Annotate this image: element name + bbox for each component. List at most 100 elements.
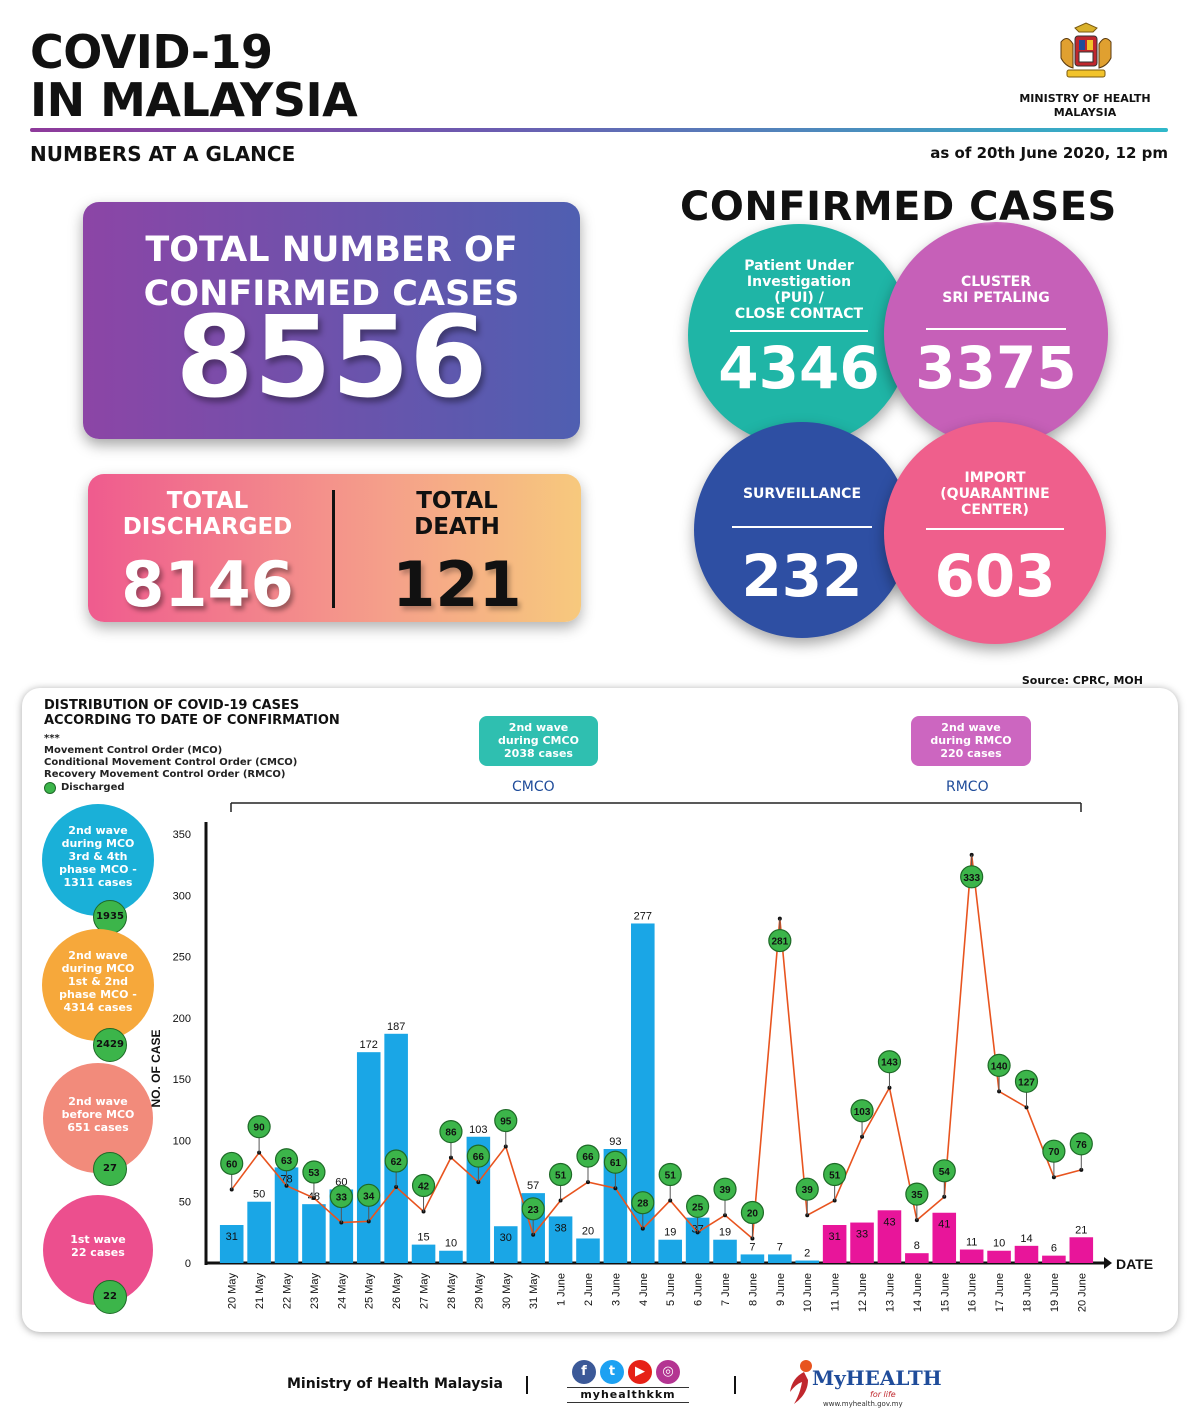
bar-value-label: 33 xyxy=(856,1229,868,1241)
cmco-box-line3: 2038 cases xyxy=(504,747,573,760)
discharged-value-label: 62 xyxy=(391,1157,403,1168)
discharged-value-label: 20 xyxy=(747,1208,759,1219)
x-tick-label: 14 June xyxy=(912,1273,924,1312)
ministry-line2: MALAYSIA xyxy=(1053,106,1117,119)
facebook-icon[interactable]: f xyxy=(572,1360,596,1384)
page-title-line2: IN MALAYSIA xyxy=(30,73,358,127)
wave-label-line: 651 cases xyxy=(67,1120,129,1134)
bar xyxy=(905,1253,929,1263)
y-tick-label: 150 xyxy=(173,1074,191,1086)
x-tick-label: 21 May xyxy=(254,1273,266,1310)
bar-value-label: 10 xyxy=(993,1238,1005,1250)
death-value: 121 xyxy=(392,548,522,621)
bar-value-label: 6 xyxy=(1051,1243,1057,1255)
wave-label-line: 2nd wave xyxy=(68,823,128,837)
cmco-box-line1: 2nd wave xyxy=(508,721,569,734)
discharged-value-label: 86 xyxy=(445,1128,457,1139)
pui-label-line1: Patient Under xyxy=(744,258,854,274)
instagram-icon[interactable]: ◎ xyxy=(656,1360,680,1384)
bar xyxy=(247,1201,271,1263)
discharged-value-label: 51 xyxy=(665,1170,677,1181)
discharged-marker xyxy=(411,1173,436,1198)
x-tick-label: 29 May xyxy=(473,1273,485,1310)
pui-divider xyxy=(730,330,868,332)
myhealth-url: www.myhealth.gov.my xyxy=(823,1400,903,1408)
y-tick-label: 50 xyxy=(179,1197,191,1209)
discharged-value-label: 51 xyxy=(829,1170,841,1181)
discharged-series-line xyxy=(231,854,1082,1241)
bar-value-label: 43 xyxy=(883,1216,895,1228)
bar-value-label: 38 xyxy=(554,1222,566,1234)
discharged-value-label: 140 xyxy=(991,1061,1008,1072)
legend-discharged-label: Discharged xyxy=(61,782,125,793)
legend-cmco: Conditional Movement Control Order (CMCO… xyxy=(44,757,298,768)
twitter-icon[interactable]: t xyxy=(600,1360,624,1384)
bar xyxy=(631,923,655,1263)
discharged-value-label: 127 xyxy=(1018,1077,1035,1088)
discharged-value-label: 42 xyxy=(418,1182,430,1193)
discharged-marker xyxy=(877,1050,902,1074)
bar xyxy=(603,1149,628,1263)
cluster-label-line2: SRI PETALING xyxy=(942,290,1050,306)
bar xyxy=(466,1136,491,1263)
page-subtitle: NUMBERS AT A GLANCE xyxy=(30,142,296,166)
youtube-icon[interactable]: ▶ xyxy=(628,1360,652,1384)
malaysia-crest-icon xyxy=(1060,22,1112,78)
bar xyxy=(274,1167,299,1263)
pui-value: 4346 xyxy=(718,334,880,402)
source-note: Source: CPRC, MOH xyxy=(1021,674,1143,687)
legend-mco: Movement Control Order (MCO) xyxy=(44,745,223,756)
x-tick-label: 2 June xyxy=(583,1273,595,1306)
discharged-dot-icon xyxy=(44,782,56,794)
discharged-marker xyxy=(768,928,792,953)
social-handle[interactable]: myhealthkkm xyxy=(567,1387,689,1403)
cluster-value: 3375 xyxy=(915,334,1077,402)
wave-label-line: 22 cases xyxy=(71,1246,125,1259)
surveillance-divider xyxy=(732,526,872,528)
bar xyxy=(219,1225,244,1263)
discharged-value-label: 60 xyxy=(226,1159,238,1170)
total-confirmed-label: TOTAL NUMBER OF CONFIRMED CASES xyxy=(83,228,580,316)
cmco-phase-label: CMCO xyxy=(512,779,555,795)
y-tick-label: 300 xyxy=(173,890,191,902)
bar xyxy=(356,1052,381,1263)
bar xyxy=(850,1222,874,1263)
discharged-value-label: 53 xyxy=(308,1168,320,1179)
pui-label-line3: (PUI) / xyxy=(774,290,824,306)
discharged-marker xyxy=(932,1159,956,1183)
x-tick-label: 12 June xyxy=(857,1273,869,1312)
x-tick-label: 28 May xyxy=(446,1273,458,1310)
x-axis-arrow-icon xyxy=(1104,1257,1112,1269)
discharged-marker xyxy=(850,1099,874,1123)
bar-value-label: 103 xyxy=(469,1124,487,1136)
x-tick-label: 15 June xyxy=(939,1273,951,1312)
discharged-value-label: 23 xyxy=(528,1205,540,1216)
bar-value-label: 31 xyxy=(226,1231,238,1243)
pui-label: Patient Under Investigation (PUI) / CLOS… xyxy=(688,258,910,322)
footer-separator-1 xyxy=(526,1376,528,1394)
discharged-value: 8146 xyxy=(121,548,294,621)
bar xyxy=(329,1189,354,1263)
card-divider xyxy=(332,490,335,608)
chart-panel xyxy=(22,688,1178,1332)
discharged-value-label: 35 xyxy=(911,1190,923,1201)
total-confirmed-value: 8556 xyxy=(175,293,488,423)
wave-label-line: 4314 cases xyxy=(63,1000,133,1014)
discharged-value-label: 70 xyxy=(1048,1147,1060,1158)
y-tick-label: 350 xyxy=(173,829,191,841)
total-confirmed-card: TOTAL NUMBER OF CONFIRMED CASES xyxy=(83,202,580,439)
discharged-marker xyxy=(795,1177,819,1201)
rmco-box-line2: during RMCO xyxy=(930,734,1012,747)
discharged-value-label: 39 xyxy=(802,1185,814,1196)
x-tick-label: 17 June xyxy=(994,1273,1006,1312)
wave-discharged-badge: 22 xyxy=(93,1280,127,1314)
x-tick-label: 16 June xyxy=(967,1273,979,1312)
x-tick-label: 20 May xyxy=(227,1273,239,1310)
discharged-marker xyxy=(548,1162,573,1187)
wave-discharged-badge: 1935 xyxy=(93,900,127,934)
surveillance-value: 232 xyxy=(741,542,863,610)
discharged-marker xyxy=(713,1177,737,1201)
wave-label-line: 1st & 2nd xyxy=(67,974,129,988)
bar-value-label: 41 xyxy=(938,1219,950,1231)
bar xyxy=(439,1250,463,1263)
